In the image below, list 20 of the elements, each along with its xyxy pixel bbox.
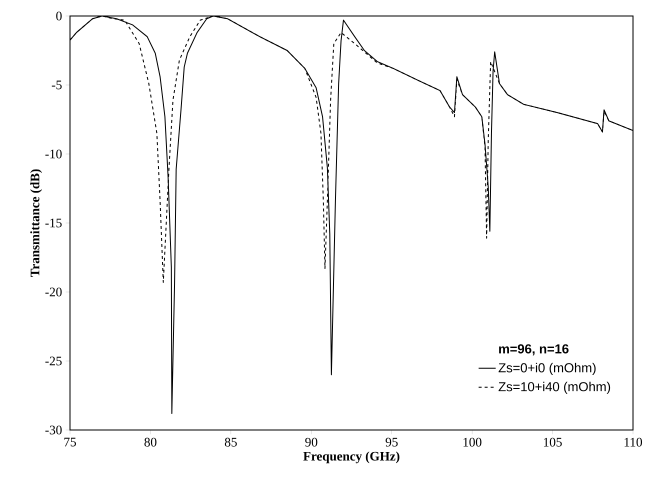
x-tick-label: 75 xyxy=(64,438,76,446)
y-tick-label: -20 xyxy=(45,288,62,296)
y-tick-label: 0 xyxy=(56,12,62,20)
x-tick-label: 85 xyxy=(224,438,237,447)
x-tick-label: 100 xyxy=(464,438,482,447)
y-tick-label: -10 xyxy=(45,150,62,158)
x-tick-label: 90 xyxy=(305,438,318,447)
y-tick-label: -5 xyxy=(52,80,62,90)
x-axis-title: Frequency (GHz) xyxy=(303,451,400,464)
y-tick-label: -30 xyxy=(45,426,62,434)
x-tick-label: 105 xyxy=(544,438,562,447)
legend-title: m=96, n=16 xyxy=(499,344,569,356)
y-tick-label: -25 xyxy=(45,356,62,366)
x-tick-label: 95 xyxy=(386,438,398,447)
x-tick-label: 110 xyxy=(624,438,642,447)
y-axis-title: Transmittance (dB) xyxy=(30,169,42,278)
legend-label: Zs=0+i0 (mOhm) xyxy=(498,362,596,375)
y-tick-label: -15 xyxy=(45,218,62,228)
legend-label: Zs=10+i40 (mOhm) xyxy=(498,382,610,394)
x-tick-label: 80 xyxy=(144,438,156,447)
